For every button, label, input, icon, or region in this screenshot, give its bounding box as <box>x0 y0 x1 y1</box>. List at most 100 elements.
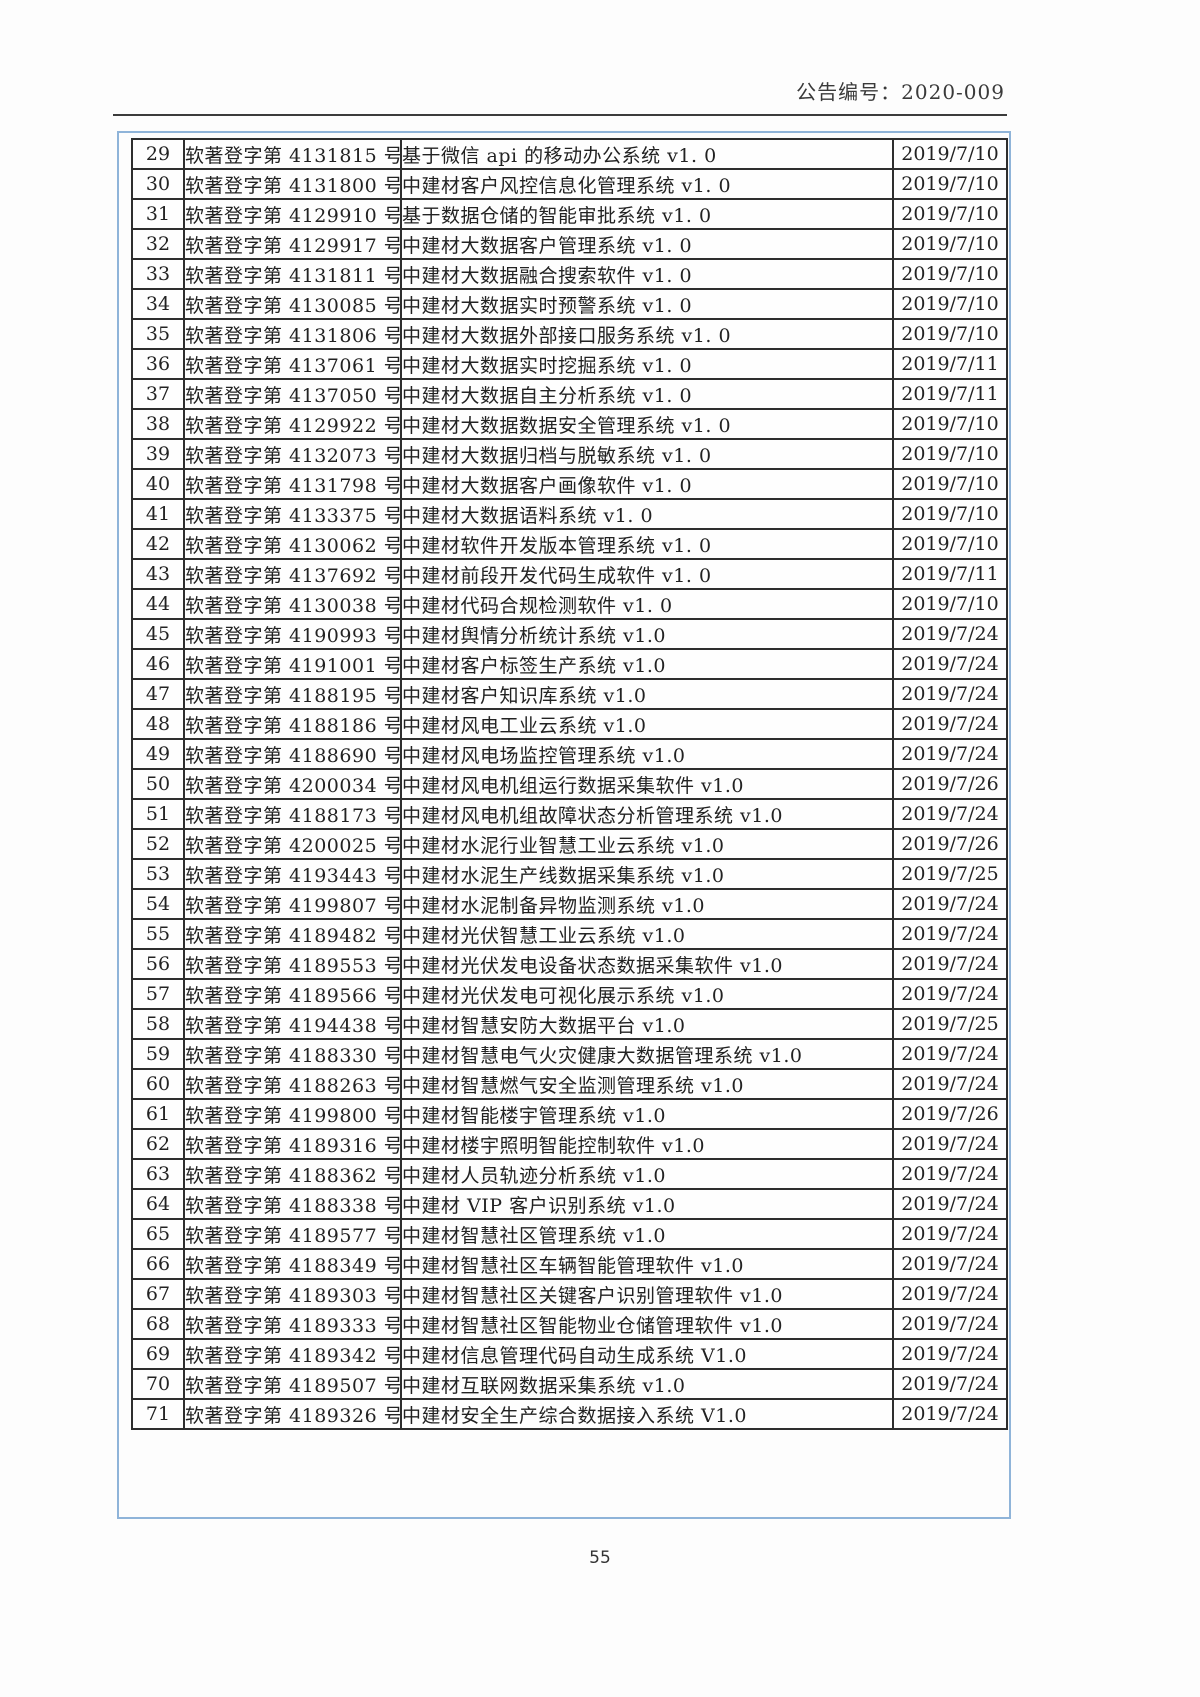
registration-number-cell: 软著登字第 4189316 号 <box>183 1128 402 1160</box>
table-row: 52 软著登字第 4200025 号 中建材水泥行业智慧工业云系统 v1.0 2… <box>131 828 1008 860</box>
row-number-cell: 64 <box>131 1188 185 1220</box>
registration-number-cell: 软著登字第 4129922 号 <box>183 408 402 440</box>
table-row: 64 软著登字第 4188338 号 中建材 VIP 客户识别系统 v1.0 2… <box>131 1188 1008 1220</box>
registration-date-cell: 2019/7/24 <box>892 1038 1008 1070</box>
registration-date-cell: 2019/7/24 <box>892 1368 1008 1400</box>
registration-date-cell: 2019/7/24 <box>892 948 1008 980</box>
table-row: 29 软著登字第 4131815 号 基于微信 api 的移动办公系统 v1. … <box>131 138 1008 170</box>
registration-number-cell: 软著登字第 4130062 号 <box>183 528 402 560</box>
registration-number-cell: 软著登字第 4200034 号 <box>183 768 402 800</box>
registration-date-cell: 2019/7/11 <box>892 558 1008 590</box>
registration-number-cell: 软著登字第 4200025 号 <box>183 828 402 860</box>
table-row: 55 软著登字第 4189482 号 中建材光伏智慧工业云系统 v1.0 201… <box>131 918 1008 950</box>
registration-date-cell: 2019/7/10 <box>892 438 1008 470</box>
registration-number-cell: 软著登字第 4189482 号 <box>183 918 402 950</box>
registration-number-cell: 软著登字第 4129917 号 <box>183 228 402 260</box>
table-row: 70 软著登字第 4189507 号 中建材互联网数据采集系统 v1.0 201… <box>131 1368 1008 1400</box>
row-number-cell: 52 <box>131 828 185 860</box>
row-number-cell: 31 <box>131 198 185 230</box>
row-number-cell: 68 <box>131 1308 185 1340</box>
registration-date-cell: 2019/7/24 <box>892 1128 1008 1160</box>
software-name-cell: 中建材智慧燃气安全监测管理系统 v1.0 <box>400 1068 894 1100</box>
registration-date-cell: 2019/7/24 <box>892 1218 1008 1250</box>
registration-number-cell: 软著登字第 4194438 号 <box>183 1008 402 1040</box>
row-number-cell: 69 <box>131 1338 185 1370</box>
registration-date-cell: 2019/7/24 <box>892 738 1008 770</box>
software-name-cell: 中建材客户风控信息化管理系统 v1. 0 <box>400 168 894 200</box>
software-name-cell: 中建材大数据实时预警系统 v1. 0 <box>400 288 894 320</box>
software-name-cell: 中建材大数据自主分析系统 v1. 0 <box>400 378 894 410</box>
table-row: 69 软著登字第 4189342 号 中建材信息管理代码自动生成系统 V1.0 … <box>131 1338 1008 1370</box>
registration-date-cell: 2019/7/10 <box>892 408 1008 440</box>
registration-number-cell: 软著登字第 4188195 号 <box>183 678 402 710</box>
registration-number-cell: 软著登字第 4189333 号 <box>183 1308 402 1340</box>
registration-date-cell: 2019/7/24 <box>892 1068 1008 1100</box>
software-name-cell: 中建材人员轨迹分析系统 v1.0 <box>400 1158 894 1190</box>
registration-number-cell: 软著登字第 4188330 号 <box>183 1038 402 1070</box>
registration-date-cell: 2019/7/10 <box>892 288 1008 320</box>
registration-date-cell: 2019/7/24 <box>892 978 1008 1010</box>
registration-date-cell: 2019/7/10 <box>892 258 1008 290</box>
table-row: 67 软著登字第 4189303 号 中建材智慧社区关键客户识别管理软件 v1.… <box>131 1278 1008 1310</box>
registration-date-cell: 2019/7/26 <box>892 828 1008 860</box>
software-name-cell: 中建材软件开发版本管理系统 v1. 0 <box>400 528 894 560</box>
row-number-cell: 58 <box>131 1008 185 1040</box>
registration-date-cell: 2019/7/24 <box>892 618 1008 650</box>
table-row: 65 软著登字第 4189577 号 中建材智慧社区管理系统 v1.0 2019… <box>131 1218 1008 1250</box>
software-name-cell: 中建材智慧社区关键客户识别管理软件 v1.0 <box>400 1278 894 1310</box>
software-name-cell: 中建材水泥生产线数据采集系统 v1.0 <box>400 858 894 890</box>
software-name-cell: 中建材大数据融合搜索软件 v1. 0 <box>400 258 894 290</box>
registration-number-cell: 软著登字第 4188338 号 <box>183 1188 402 1220</box>
registration-date-cell: 2019/7/11 <box>892 378 1008 410</box>
registration-number-cell: 软著登字第 4188362 号 <box>183 1158 402 1190</box>
table-row: 71 软著登字第 4189326 号 中建材安全生产综合数据接入系统 V1.0 … <box>131 1398 1008 1430</box>
registration-date-cell: 2019/7/24 <box>892 918 1008 950</box>
software-name-cell: 中建材大数据语料系统 v1. 0 <box>400 498 894 530</box>
table-row: 47 软著登字第 4188195 号 中建材客户知识库系统 v1.0 2019/… <box>131 678 1008 710</box>
software-name-cell: 中建材客户标签生产系统 v1.0 <box>400 648 894 680</box>
table-row: 56 软著登字第 4189553 号 中建材光伏发电设备状态数据采集软件 v1.… <box>131 948 1008 980</box>
software-name-cell: 中建材风电机组故障状态分析管理系统 v1.0 <box>400 798 894 830</box>
row-number-cell: 54 <box>131 888 185 920</box>
registration-date-cell: 2019/7/10 <box>892 198 1008 230</box>
registration-number-cell: 软著登字第 4137692 号 <box>183 558 402 590</box>
registration-number-cell: 软著登字第 4189342 号 <box>183 1338 402 1370</box>
row-number-cell: 51 <box>131 798 185 830</box>
table-row: 53 软著登字第 4193443 号 中建材水泥生产线数据采集系统 v1.0 2… <box>131 858 1008 890</box>
registration-date-cell: 2019/7/26 <box>892 768 1008 800</box>
software-name-cell: 中建材大数据数据安全管理系统 v1. 0 <box>400 408 894 440</box>
software-name-cell: 中建材智慧安防大数据平台 v1.0 <box>400 1008 894 1040</box>
table-row: 49 软著登字第 4188690 号 中建材风电场监控管理系统 v1.0 201… <box>131 738 1008 770</box>
row-number-cell: 29 <box>131 138 185 170</box>
registration-date-cell: 2019/7/10 <box>892 468 1008 500</box>
table-row: 61 软著登字第 4199800 号 中建材智能楼宇管理系统 v1.0 2019… <box>131 1098 1008 1130</box>
registration-date-cell: 2019/7/24 <box>892 1188 1008 1220</box>
registration-number-cell: 软著登字第 4188186 号 <box>183 708 402 740</box>
table-row: 42 软著登字第 4130062 号 中建材软件开发版本管理系统 v1. 0 2… <box>131 528 1008 560</box>
software-name-cell: 中建材舆情分析统计系统 v1.0 <box>400 618 894 650</box>
row-number-cell: 34 <box>131 288 185 320</box>
software-name-cell: 中建材智慧社区管理系统 v1.0 <box>400 1218 894 1250</box>
row-number-cell: 39 <box>131 438 185 470</box>
table-row: 34 软著登字第 4130085 号 中建材大数据实时预警系统 v1. 0 20… <box>131 288 1008 320</box>
registration-number-cell: 软著登字第 4199807 号 <box>183 888 402 920</box>
software-name-cell: 中建材水泥行业智慧工业云系统 v1.0 <box>400 828 894 860</box>
software-name-cell: 中建材智能楼宇管理系统 v1.0 <box>400 1098 894 1130</box>
registration-date-cell: 2019/7/26 <box>892 1098 1008 1130</box>
table-row: 36 软著登字第 4137061 号 中建材大数据实时挖掘系统 v1. 0 20… <box>131 348 1008 380</box>
row-number-cell: 57 <box>131 978 185 1010</box>
row-number-cell: 30 <box>131 168 185 200</box>
software-name-cell: 中建材智慧电气火灾健康大数据管理系统 v1.0 <box>400 1038 894 1070</box>
software-name-cell: 中建材大数据客户画像软件 v1. 0 <box>400 468 894 500</box>
registration-number-cell: 软著登字第 4137050 号 <box>183 378 402 410</box>
row-number-cell: 46 <box>131 648 185 680</box>
registration-number-cell: 软著登字第 4133375 号 <box>183 498 402 530</box>
registration-date-cell: 2019/7/10 <box>892 528 1008 560</box>
software-name-cell: 中建材大数据归档与脱敏系统 v1. 0 <box>400 438 894 470</box>
software-name-cell: 中建材大数据客户管理系统 v1. 0 <box>400 228 894 260</box>
table-row: 41 软著登字第 4133375 号 中建材大数据语料系统 v1. 0 2019… <box>131 498 1008 530</box>
row-number-cell: 43 <box>131 558 185 590</box>
table-row: 62 软著登字第 4189316 号 中建材楼宇照明智能控制软件 v1.0 20… <box>131 1128 1008 1160</box>
table-row: 45 软著登字第 4190993 号 中建材舆情分析统计系统 v1.0 2019… <box>131 618 1008 650</box>
software-name-cell: 中建材光伏智慧工业云系统 v1.0 <box>400 918 894 950</box>
